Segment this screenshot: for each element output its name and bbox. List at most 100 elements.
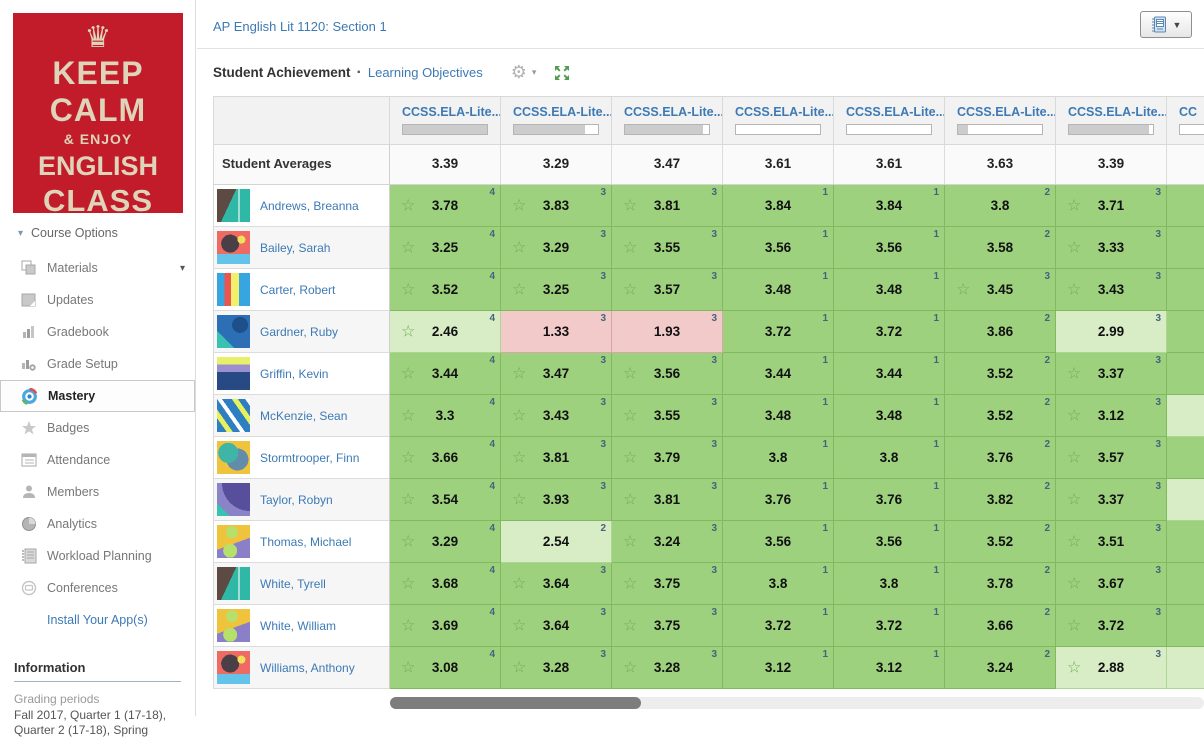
- mastery-score-cell[interactable]: 3.8 1: [834, 563, 945, 605]
- mastery-score-cell[interactable]: 3.24 2: [945, 647, 1056, 689]
- objective-link[interactable]: CCSS.ELA-Lite...: [846, 105, 945, 119]
- mastery-score-cell[interactable]: ☆ 3.57 3: [612, 269, 723, 311]
- mastery-score-cell[interactable]: 3.72 1: [834, 605, 945, 647]
- mastery-score-cell[interactable]: ☆ 3.25 4: [390, 227, 501, 269]
- star-icon[interactable]: ☆: [623, 659, 638, 677]
- mastery-score-cell[interactable]: ☆ 3.47 3: [501, 353, 612, 395]
- mastery-score-cell[interactable]: ☆ 3.81 3: [501, 437, 612, 479]
- sidebar-item-mastery[interactable]: Mastery: [0, 380, 195, 412]
- mastery-score-cell[interactable]: ☆ 3.78 4: [390, 185, 501, 227]
- mastery-score-cell[interactable]: ☆ 3.71 3: [1056, 185, 1167, 227]
- scrollbar-thumb[interactable]: [390, 697, 641, 709]
- star-icon[interactable]: ☆: [623, 491, 638, 509]
- mastery-score-cell[interactable]: ☆ 3.64 3: [501, 563, 612, 605]
- mastery-score-cell[interactable]: 3.48 1: [723, 269, 834, 311]
- star-icon[interactable]: ☆: [1067, 197, 1082, 215]
- student-name-link[interactable]: Gardner, Ruby: [260, 324, 339, 339]
- star-icon[interactable]: ☆: [401, 281, 416, 299]
- objective-link[interactable]: CCSS.ELA-Lite...: [402, 105, 501, 119]
- sidebar-item-materials[interactable]: Materials ▾: [0, 252, 195, 284]
- student-name-link[interactable]: Carter, Robert: [260, 282, 336, 297]
- student-name-link[interactable]: Taylor, Robyn: [260, 492, 333, 507]
- mastery-score-cell-partial[interactable]: [1167, 479, 1204, 521]
- sidebar-item-attendance[interactable]: Attendance: [0, 444, 195, 476]
- mastery-score-cell[interactable]: ☆ 3.44 4: [390, 353, 501, 395]
- star-icon[interactable]: ☆: [401, 407, 416, 425]
- student-name-link[interactable]: White, William: [260, 618, 337, 633]
- star-icon[interactable]: ☆: [623, 365, 638, 383]
- mastery-score-cell[interactable]: 3.72 1: [834, 311, 945, 353]
- star-icon[interactable]: ☆: [1067, 449, 1082, 467]
- objective-link[interactable]: CCSS.ELA-Lite...: [624, 105, 723, 119]
- mastery-score-cell[interactable]: 3.76 2: [945, 437, 1056, 479]
- mastery-score-cell[interactable]: ☆ 3.55 3: [612, 395, 723, 437]
- fullscreen-toggle[interactable]: [554, 65, 570, 81]
- course-title-link[interactable]: AP English Lit 1120: Section 1: [213, 19, 387, 34]
- mastery-score-cell[interactable]: ☆ 3.67 3: [1056, 563, 1167, 605]
- student-name-link[interactable]: McKenzie, Sean: [260, 408, 348, 423]
- star-icon[interactable]: ☆: [623, 239, 638, 257]
- star-icon[interactable]: ☆: [401, 449, 416, 467]
- sidebar-item-members[interactable]: Members: [0, 476, 195, 508]
- mastery-score-cell[interactable]: 3.48 1: [834, 395, 945, 437]
- star-icon[interactable]: ☆: [623, 281, 638, 299]
- star-icon[interactable]: ☆: [401, 323, 416, 341]
- mastery-score-cell-partial[interactable]: [1167, 521, 1204, 563]
- star-icon[interactable]: ☆: [512, 239, 527, 257]
- mastery-score-cell-partial[interactable]: [1167, 269, 1204, 311]
- mastery-score-cell[interactable]: 3.56 1: [834, 521, 945, 563]
- star-icon[interactable]: ☆: [1067, 575, 1082, 593]
- mastery-score-cell[interactable]: 3.8 1: [723, 563, 834, 605]
- mastery-score-cell[interactable]: ☆ 3.83 3: [501, 185, 612, 227]
- mastery-score-cell-partial[interactable]: [1167, 311, 1204, 353]
- mastery-score-cell[interactable]: ☆ 3.12 3: [1056, 395, 1167, 437]
- student-name-link[interactable]: Stormtrooper, Finn: [260, 450, 360, 465]
- course-options-dropdown[interactable]: ▾ Course Options: [18, 226, 195, 240]
- mastery-score-cell[interactable]: ☆ 3.75 3: [612, 563, 723, 605]
- star-icon[interactable]: ☆: [512, 575, 527, 593]
- mastery-score-cell[interactable]: 3.52 2: [945, 395, 1056, 437]
- star-icon[interactable]: ☆: [401, 365, 416, 383]
- mastery-score-cell[interactable]: 3.8 2: [945, 185, 1056, 227]
- mastery-score-cell[interactable]: ☆ 3.79 3: [612, 437, 723, 479]
- mastery-score-cell-partial[interactable]: [1167, 563, 1204, 605]
- mastery-score-cell-partial[interactable]: [1167, 395, 1204, 437]
- star-icon[interactable]: ☆: [956, 281, 971, 299]
- student-name-link[interactable]: Andrews, Breanna: [260, 198, 359, 213]
- star-icon[interactable]: ☆: [512, 617, 527, 635]
- sidebar-item-analytics[interactable]: Analytics: [0, 508, 195, 540]
- mastery-score-cell[interactable]: 3.48 1: [723, 395, 834, 437]
- view-mode-button[interactable]: ▼: [1140, 11, 1192, 38]
- mastery-score-cell[interactable]: ☆ 3.24 3: [612, 521, 723, 563]
- mastery-score-cell[interactable]: ☆ 3.45 3: [945, 269, 1056, 311]
- sidebar-item-grade-setup[interactable]: Grade Setup: [0, 348, 195, 380]
- star-icon[interactable]: ☆: [623, 575, 638, 593]
- mastery-score-cell[interactable]: ☆ 3.57 3: [1056, 437, 1167, 479]
- mastery-score-cell-partial[interactable]: [1167, 185, 1204, 227]
- mastery-score-cell[interactable]: ☆ 3.29 4: [390, 521, 501, 563]
- mastery-score-cell[interactable]: ☆ 3.54 4: [390, 479, 501, 521]
- mastery-score-cell[interactable]: ☆ 3.75 3: [612, 605, 723, 647]
- mastery-score-cell[interactable]: 3.52 2: [945, 521, 1056, 563]
- star-icon[interactable]: ☆: [1067, 491, 1082, 509]
- mastery-score-cell[interactable]: ☆ 3.69 4: [390, 605, 501, 647]
- mastery-score-cell[interactable]: ☆ 3.28 3: [612, 647, 723, 689]
- mastery-score-cell[interactable]: 2.54 2: [501, 521, 612, 563]
- mastery-score-cell[interactable]: 3.72 1: [723, 605, 834, 647]
- student-name-link[interactable]: White, Tyrell: [260, 576, 326, 591]
- horizontal-scrollbar[interactable]: [390, 697, 1204, 709]
- mastery-score-cell[interactable]: ☆ 3.37 3: [1056, 353, 1167, 395]
- mastery-score-cell[interactable]: 3.12 1: [723, 647, 834, 689]
- mastery-score-cell[interactable]: 3.8 1: [723, 437, 834, 479]
- mastery-score-cell[interactable]: 3.84 1: [834, 185, 945, 227]
- mastery-score-cell[interactable]: ☆ 3.25 3: [501, 269, 612, 311]
- mastery-score-cell[interactable]: 1.93 3: [612, 311, 723, 353]
- sidebar-item-conferences[interactable]: Conferences: [0, 572, 195, 604]
- mastery-score-cell[interactable]: ☆ 3.37 3: [1056, 479, 1167, 521]
- mastery-score-cell[interactable]: ☆ 3.33 3: [1056, 227, 1167, 269]
- star-icon[interactable]: ☆: [1067, 365, 1082, 383]
- objective-link[interactable]: CCSS.ELA-Lite...: [735, 105, 834, 119]
- mastery-score-cell-partial[interactable]: [1167, 605, 1204, 647]
- mastery-score-cell[interactable]: 3.76 1: [723, 479, 834, 521]
- student-name-link[interactable]: Griffin, Kevin: [260, 366, 329, 381]
